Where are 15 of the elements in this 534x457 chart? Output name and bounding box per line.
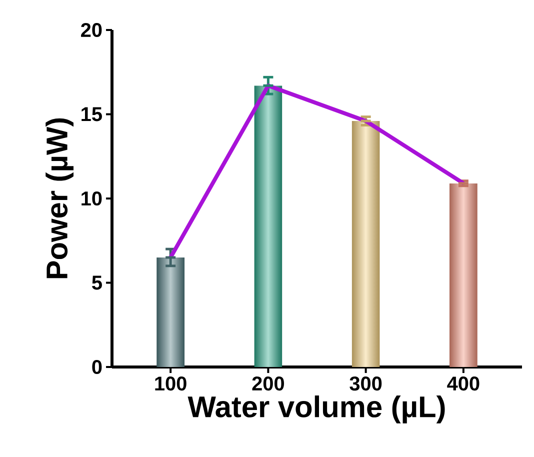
x-tick-label: 300 xyxy=(350,376,382,391)
x-axis-title: Water volume (µL) xyxy=(188,395,445,424)
x-tick-label: 200 xyxy=(252,376,284,391)
y-tick-label: 5 xyxy=(92,276,102,290)
y-tick-label: 15 xyxy=(82,107,102,122)
x-tick-label: 400 xyxy=(447,376,480,391)
bar xyxy=(352,120,380,367)
x-tick-label: 100 xyxy=(155,376,186,391)
y-tick-label: 20 xyxy=(81,22,102,38)
y-axis-title: Power (µW) xyxy=(46,118,74,278)
bar xyxy=(449,183,478,367)
bar xyxy=(156,257,185,367)
bar xyxy=(254,86,282,367)
y-tick-label: 0 xyxy=(92,360,102,374)
y-tick-label: 10 xyxy=(82,191,102,206)
